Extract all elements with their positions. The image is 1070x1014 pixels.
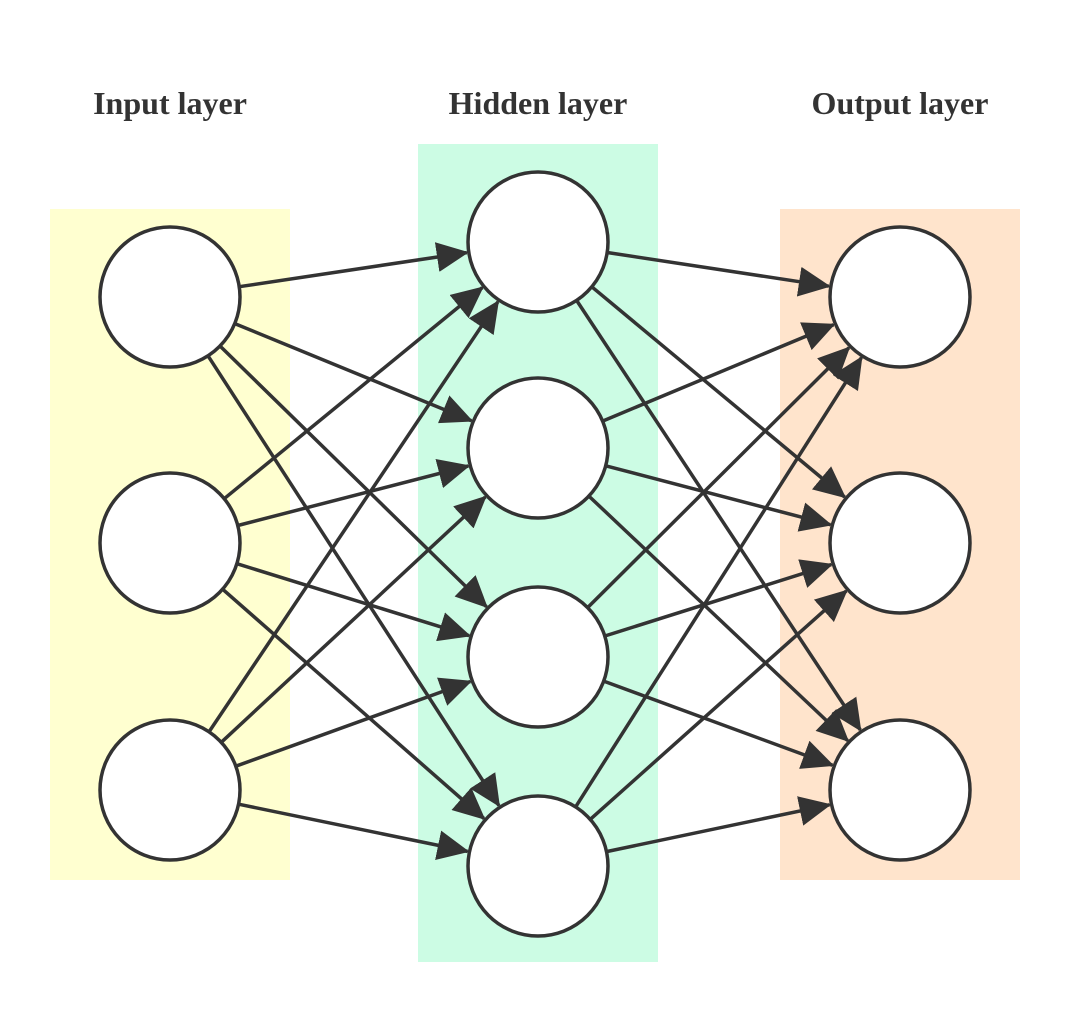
edge-hidden-node-3-to-output-node-3 (603, 679, 835, 769)
hidden-node-2 (466, 376, 610, 520)
output-node-3 (828, 718, 972, 862)
edge-hidden-node-2-to-output-node-1 (601, 322, 836, 423)
hidden-node-3 (466, 585, 610, 729)
edge-hidden-node-4-to-output-node-2 (589, 589, 848, 821)
input-node-3 (98, 718, 242, 862)
edge-hidden-node-4-to-output-node-3 (606, 796, 832, 854)
output-node-2 (828, 471, 972, 615)
output-node-1 (828, 225, 972, 369)
hidden-node-1 (466, 170, 610, 314)
input-layer-title: Input layer (93, 85, 247, 121)
hidden-layer-title: Hidden layer (449, 85, 628, 121)
edge-hidden-node-1-to-output-node-3 (575, 299, 862, 732)
edge-input-node-1-to-hidden-node-4 (206, 354, 501, 808)
output-layer-title: Output layer (812, 85, 989, 121)
connections (206, 242, 863, 861)
edge-hidden-node-3-to-output-node-1 (586, 346, 851, 609)
edge-hidden-node-1-to-output-node-2 (590, 285, 847, 499)
edge-input-node-3-to-hidden-node-2 (220, 495, 487, 744)
hidden-node-4 (466, 794, 610, 938)
edge-input-node-1-to-hidden-node-1 (238, 242, 469, 289)
edge-input-node-1-to-hidden-node-2 (234, 321, 474, 424)
edge-input-node-2-to-hidden-node-3 (236, 562, 472, 642)
edge-hidden-node-2-to-output-node-3 (587, 494, 850, 742)
edge-hidden-node-4-to-output-node-1 (574, 356, 863, 808)
edge-input-node-2-to-hidden-node-4 (221, 587, 486, 820)
edge-input-node-3-to-hidden-node-1 (207, 300, 500, 733)
edge-input-node-2-to-hidden-node-1 (223, 286, 484, 501)
edge-hidden-node-3-to-output-node-2 (604, 559, 834, 638)
edge-hidden-node-1-to-output-node-1 (606, 250, 831, 297)
edge-input-node-3-to-hidden-node-4 (238, 802, 470, 861)
input-node-2 (98, 471, 242, 615)
edge-input-node-3-to-hidden-node-3 (235, 677, 473, 768)
edge-input-node-2-to-hidden-node-2 (237, 458, 471, 528)
input-node-1 (98, 225, 242, 369)
edge-input-node-1-to-hidden-node-3 (218, 344, 488, 609)
edge-hidden-node-2-to-output-node-2 (605, 464, 833, 532)
